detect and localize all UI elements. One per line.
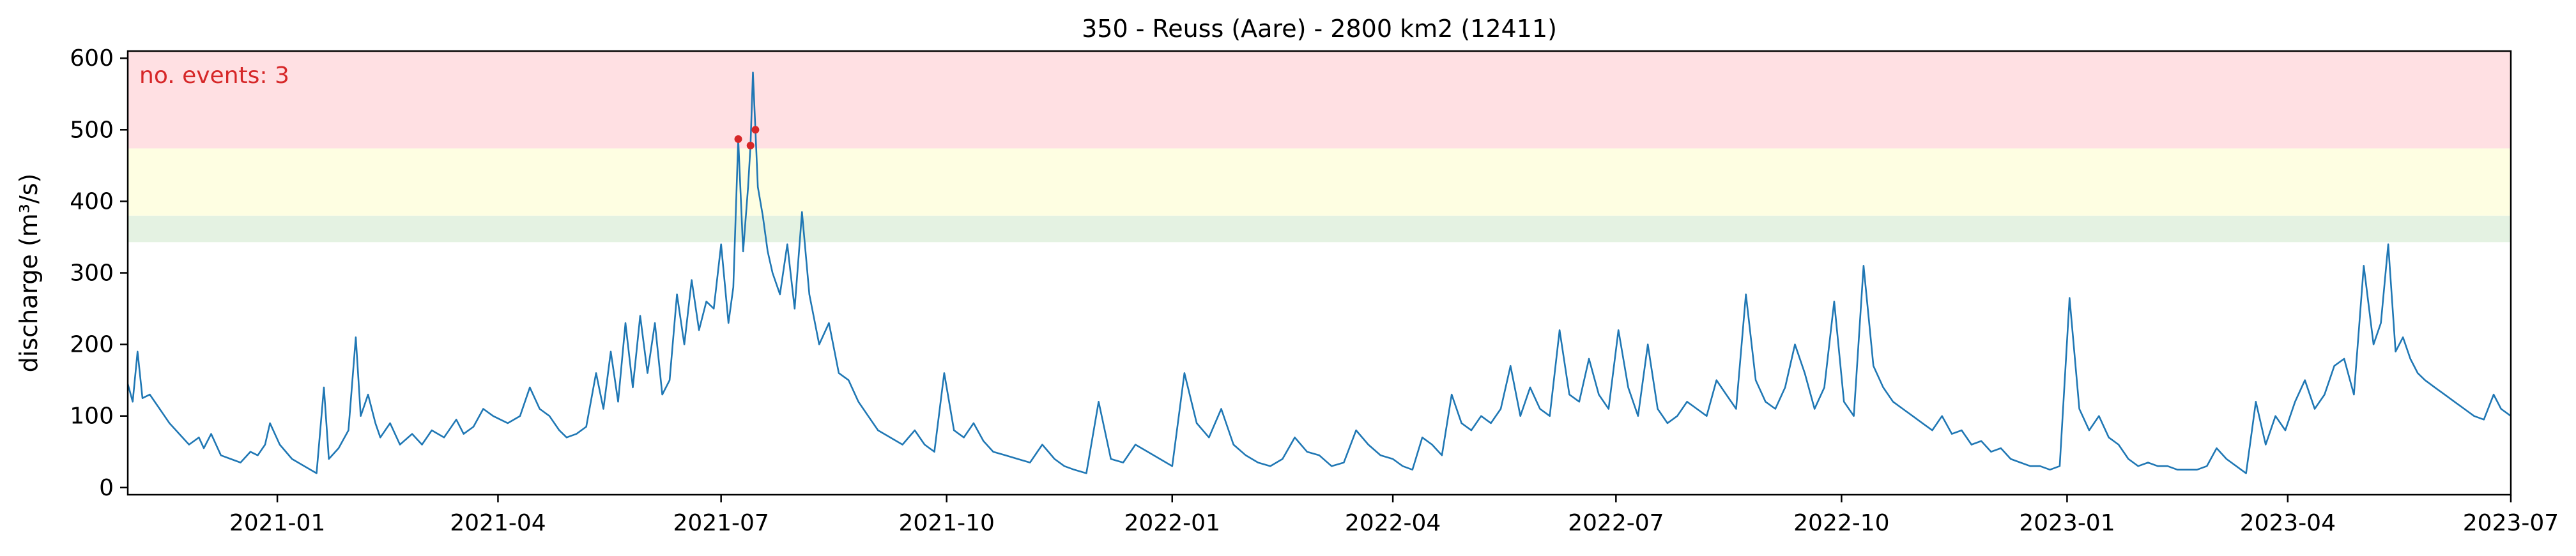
x-tick-label: 2021-04 — [450, 510, 546, 536]
event-marker — [751, 126, 760, 134]
y-tick-label: 600 — [70, 45, 114, 71]
band-low — [128, 215, 2511, 243]
threshold-bands — [128, 51, 2511, 243]
x-tick-label: 2022-07 — [1568, 510, 1664, 536]
y-tick-label: 300 — [70, 260, 114, 287]
discharge-line — [126, 71, 2511, 474]
y-axis: 0 100 200 300 400 500 600 — [70, 45, 128, 501]
event-marker — [734, 135, 742, 143]
y-axis-label: discharge (m³/s) — [15, 174, 43, 373]
x-tick-label: 2023-01 — [2019, 510, 2115, 536]
y-tick-label: 400 — [70, 188, 114, 214]
x-tick-label: 2022-01 — [1124, 510, 1220, 536]
x-tick-label: 2021-10 — [898, 510, 994, 536]
events-count-annotation: no. events: 3 — [139, 63, 289, 89]
band-high — [128, 51, 2511, 149]
x-tick-label: 2022-04 — [1345, 510, 1441, 536]
x-tick-label: 2021-01 — [229, 510, 325, 536]
chart-title: 350 - Reuss (Aare) - 2800 km2 (12411) — [1082, 15, 1557, 43]
event-markers — [734, 126, 760, 149]
x-tick-label: 2022-10 — [1793, 510, 1889, 536]
band-mid — [128, 148, 2511, 216]
y-tick-label: 100 — [70, 403, 114, 430]
event-marker — [746, 141, 755, 149]
x-tick-label: 2023-07 — [2463, 510, 2559, 536]
y-tick-label: 200 — [70, 332, 114, 358]
x-tick-label: 2021-07 — [673, 510, 769, 536]
y-tick-label: 500 — [70, 117, 114, 143]
x-axis: 2021-01 2021-04 2021-07 2021-10 2022-01 2022-… — [229, 495, 2559, 536]
discharge-series — [126, 71, 2511, 474]
x-tick-label: 2023-04 — [2240, 510, 2336, 536]
y-tick-label: 0 — [99, 475, 114, 501]
